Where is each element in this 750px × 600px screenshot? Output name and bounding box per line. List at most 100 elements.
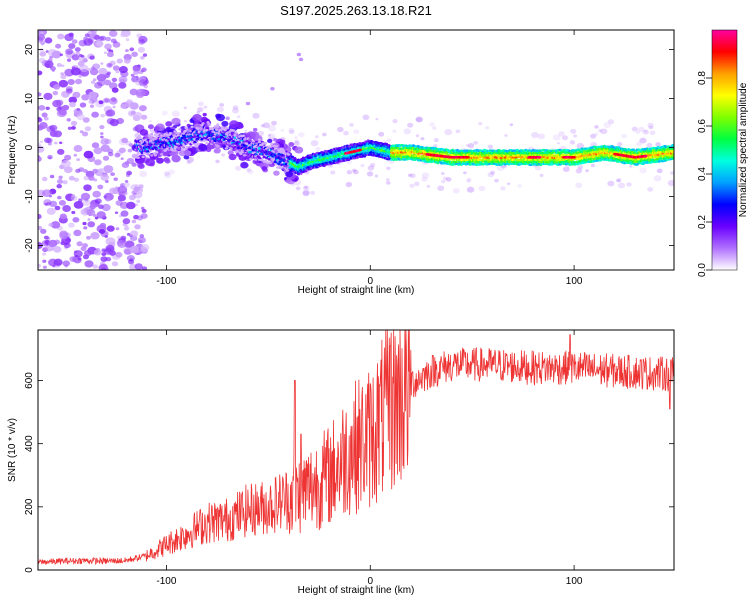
spectrogram-cell (288, 129, 295, 135)
spectrogram-cell (135, 153, 139, 157)
spectrogram-cell (445, 177, 452, 182)
spectrogram-cell (639, 167, 647, 174)
snr-x-tick-label: 0 (367, 576, 373, 587)
spectrogram-cell (131, 51, 138, 57)
spectrogram-cell (141, 208, 147, 213)
spectrogram-cell (137, 46, 146, 53)
spectrogram-cell (73, 153, 78, 157)
spectrogram-cell (189, 145, 193, 148)
spectrogram-cell (93, 249, 102, 256)
spectrogram-cell (213, 147, 221, 154)
spectrogram-cell (310, 190, 316, 195)
spectrogram-cell (84, 260, 94, 268)
spectrogram-frame (37, 29, 675, 271)
snr-y-tick-label: 400 (24, 435, 35, 452)
spectrogram-cell (140, 151, 144, 155)
spectrogram-cell (82, 131, 89, 137)
spectrogram-cell (386, 166, 391, 171)
spectrogram-cell (163, 149, 167, 152)
spectrogram-cell (268, 161, 272, 165)
spectrogram-cell (48, 258, 58, 267)
spectrogram-cell (102, 155, 110, 161)
spectrogram-cell (98, 167, 104, 172)
spectrogram-cell (140, 114, 148, 120)
spectrogram-cell (139, 139, 143, 143)
spectrogram-cell (38, 142, 42, 148)
colorbar-tick-label: 0.2 (697, 215, 708, 229)
colorbar-ticks: 0.0 0.2 0.4 0.6 0.8 (697, 71, 712, 277)
spectrogram-cell (386, 138, 391, 143)
spectrogram-cell (114, 186, 119, 189)
spectrogram-cell (100, 135, 104, 139)
spectrogram-cell (252, 159, 259, 165)
spectrogram-cell (382, 140, 387, 144)
spectrogram-cell (283, 164, 287, 168)
spectrogram-cell (116, 235, 122, 240)
colorbar-tick-label: 0.4 (697, 167, 708, 181)
spectrogram-cell (137, 163, 145, 169)
spectrogram-cell (139, 129, 149, 136)
spectrogram-cell (210, 127, 214, 130)
spectrogram-cell (607, 180, 615, 187)
spectrogram-cell (75, 78, 82, 85)
spectrogram-cell (642, 129, 649, 135)
spectrogram-cell (112, 65, 120, 71)
spectrogram-cell (189, 134, 193, 138)
spectrogram-cell (38, 57, 46, 64)
spectrogram-cell (452, 187, 460, 194)
spectrogram-cell (569, 140, 576, 145)
spectrogram-cell (87, 30, 97, 39)
spectrogram-y-tick-label: 10 (24, 93, 35, 105)
spectrogram-cell (137, 135, 142, 138)
spectrogram-cell (466, 179, 471, 183)
spectrogram-cell (39, 40, 46, 45)
spectrogram-cell (71, 125, 76, 130)
spectrogram-cell (197, 107, 204, 113)
spectrogram-cell (232, 105, 239, 110)
spectrogram-cell (647, 122, 654, 128)
spectrogram-cell (241, 134, 246, 137)
spectrogram-cell (616, 178, 621, 183)
spectrogram-cell (76, 113, 85, 121)
spectrogram-cell (415, 116, 424, 123)
chart-title: S197.2025.263.13.18.R21 (280, 3, 432, 18)
spectrogram-cell (170, 149, 175, 152)
spectrogram-cell (631, 126, 638, 132)
spectrogram-cell (92, 63, 101, 70)
spectrogram-cell (52, 90, 59, 96)
spectrogram-cell (104, 110, 113, 117)
spectrogram-cell (223, 130, 227, 134)
spectrogram-cell (237, 146, 241, 149)
spectrogram-cell (215, 141, 219, 145)
spectrogram-cell (96, 40, 104, 47)
spectrogram-cell (138, 105, 147, 112)
spectrogram-cell (114, 211, 119, 215)
spectrogram-cell (115, 227, 120, 231)
spectrogram-cell (444, 128, 453, 136)
spectrogram-cell (94, 159, 102, 166)
spectrogram-cell (135, 148, 139, 152)
spectrogram-cell (667, 179, 674, 187)
spectrogram-cell (109, 118, 119, 127)
spectrogram-cell (65, 86, 73, 92)
spectrogram-cell (205, 147, 212, 152)
spectrogram-cell (100, 62, 104, 65)
spectrogram-cell (247, 169, 254, 175)
spectrogram-cell (105, 36, 111, 42)
spectrogram-cell (572, 155, 576, 159)
spectrogram-cell (93, 147, 103, 155)
spectrogram-cell (302, 185, 310, 191)
spectrogram-cell (58, 175, 63, 180)
spectrogram-cell (226, 131, 230, 134)
spectrogram-cell (46, 201, 51, 206)
spectrogram-cell (100, 113, 105, 118)
spectrogram-cell (161, 110, 168, 116)
spectrogram-cell (55, 43, 62, 49)
spectrogram-cell (43, 92, 53, 101)
spectrogram-cell (636, 141, 643, 147)
spectrogram-cell (221, 153, 226, 157)
spectrogram-cell (116, 58, 123, 64)
spectrogram-cell (271, 147, 275, 150)
spectrogram-cell (71, 54, 80, 61)
spectrogram-cell (285, 169, 290, 172)
